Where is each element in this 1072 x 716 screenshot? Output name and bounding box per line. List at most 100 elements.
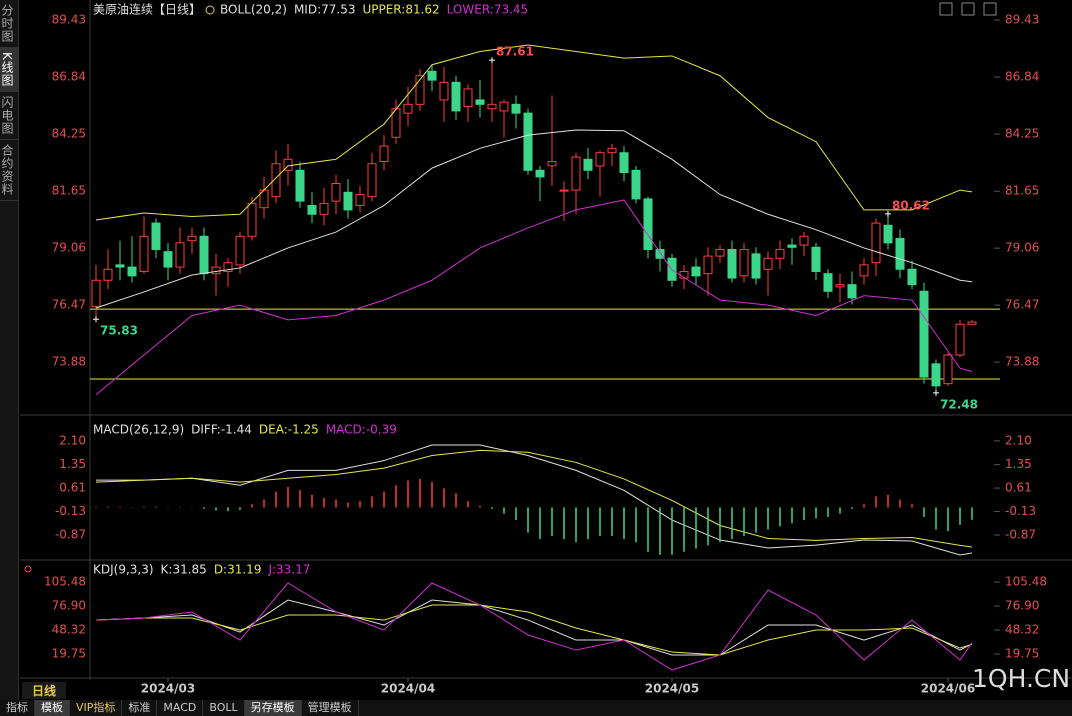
candle-body (859, 264, 869, 277)
y-tick-label: 84.25 (1005, 127, 1039, 141)
candle-body (511, 103, 521, 114)
legend-entry: D:31.19 (214, 563, 262, 577)
candle-body (367, 163, 377, 198)
indicator-name: KDJ(9,3,3) (93, 563, 154, 577)
tab[interactable]: 另存模板 (244, 700, 302, 716)
candle-body (175, 242, 185, 268)
chart: 美原油连续【日线】 BOLL(20,2) MID:77.53 UPPER:81.62 L… (20, 0, 1072, 696)
y-tick-label: 0.61 (59, 481, 86, 495)
indicator-line (95, 604, 973, 656)
y-tick-label: 79.06 (1005, 241, 1039, 255)
legend-entry: K:31.85 (161, 563, 207, 577)
candle-body (451, 81, 461, 112)
candle-body (631, 169, 641, 200)
sidebar-tab[interactable]: 闪电图 (0, 92, 18, 140)
y-tick-label: 19.75 (52, 647, 86, 661)
candle-body (427, 70, 437, 81)
sidebar-tab[interactable]: 合约资料 (0, 140, 18, 201)
tab[interactable]: 标准 (122, 700, 158, 716)
tab[interactable]: 管理模板 (302, 700, 359, 716)
indicator-name: BOLL(20,2) (220, 3, 287, 17)
candle-body (535, 169, 545, 178)
period-label[interactable]: 日线 (22, 682, 67, 699)
candle-body (127, 266, 137, 277)
y-tick-label: 89.43 (1005, 13, 1039, 27)
candle-body (463, 88, 473, 108)
candle-body (727, 248, 737, 279)
x-tick-label: 2024/05 (645, 682, 699, 696)
candle-body (883, 224, 893, 244)
indicator-line (95, 599, 973, 656)
candle-body (319, 202, 329, 215)
candle-body (103, 268, 113, 281)
candle-body (199, 235, 209, 275)
tab[interactable]: 模板 (35, 700, 70, 716)
y-tick-label: 105.48 (44, 575, 86, 589)
sidebar-tab[interactable]: K线图 (0, 48, 18, 92)
candle-body (751, 253, 761, 279)
candle-body (415, 75, 425, 105)
annotation: 80.62 (892, 198, 930, 212)
y-tick-label: 84.25 (52, 127, 86, 141)
candle-body (355, 193, 365, 206)
candle-body (379, 145, 389, 163)
watermark: 1QH.CN (972, 664, 1071, 693)
tab[interactable]: BOLL (203, 700, 245, 716)
legend-entry: DEA:-1.25 (259, 423, 319, 437)
y-tick-label: 48.32 (52, 623, 86, 637)
y-tick-label: 81.65 (52, 184, 86, 198)
y-tick-label: 73.88 (1005, 355, 1039, 369)
y-tick-label: 89.43 (52, 13, 86, 27)
candle-body (163, 251, 173, 268)
annotation-marker (885, 210, 891, 217)
candle-body (811, 246, 821, 272)
candle-body (943, 354, 953, 385)
y-tick-label: 76.90 (1005, 599, 1039, 613)
candle-body (955, 323, 965, 356)
candle-body (547, 161, 557, 167)
y-tick-label: -0.87 (1005, 527, 1036, 541)
candle-body (931, 363, 941, 387)
candle-body (595, 152, 605, 167)
candle-body (655, 248, 665, 259)
tab[interactable]: 指标 (0, 700, 35, 716)
indicator-line (96, 444, 973, 556)
tab[interactable]: VIP指标 (70, 700, 123, 716)
chart-title: 美原油连续【日线】 (93, 2, 201, 17)
indicator-line (95, 582, 973, 671)
y-tick-label: 2.10 (59, 433, 86, 447)
candle-body (847, 284, 857, 299)
candle-body (559, 189, 569, 192)
candle-body (151, 222, 161, 250)
candle-body (187, 235, 197, 242)
y-tick-label: 1.35 (1005, 457, 1032, 471)
y-tick-label: -0.13 (1005, 504, 1036, 518)
tab[interactable]: MACD (157, 700, 204, 716)
candle-body (331, 182, 341, 202)
candle-body (211, 266, 221, 275)
indicator-line (95, 449, 973, 548)
legend-entry: UPPER:81.62 (362, 3, 439, 17)
annotation-marker (93, 316, 99, 323)
y-tick-label: 81.65 (1005, 184, 1039, 198)
candle-body (871, 222, 881, 264)
candle-body (235, 235, 245, 266)
y-tick-label: 79.06 (52, 241, 86, 255)
x-tick-label: 2024/06 (921, 682, 975, 696)
y-tick-label: 2.10 (1005, 433, 1032, 447)
candle-body (403, 103, 413, 114)
sidebar-tab[interactable]: 分时图 (0, 0, 18, 48)
sidebar: 分时图 K线图 闪电图 合约资料 (0, 0, 19, 700)
y-tick-label: 48.32 (1005, 623, 1039, 637)
candle-body (115, 264, 125, 268)
candle-body (739, 248, 749, 277)
y-tick-label: 73.88 (52, 355, 86, 369)
candle-body (823, 273, 833, 292)
legend-entry: DIFF:-1.44 (191, 423, 252, 437)
y-tick-label: 0.61 (1005, 481, 1032, 495)
y-tick-label: 19.75 (1005, 647, 1039, 661)
y-tick-label: 105.48 (1005, 575, 1047, 589)
legend-entry: MACD:-0.39 (326, 423, 397, 437)
candle-body (967, 321, 977, 325)
candle-body (343, 191, 353, 211)
